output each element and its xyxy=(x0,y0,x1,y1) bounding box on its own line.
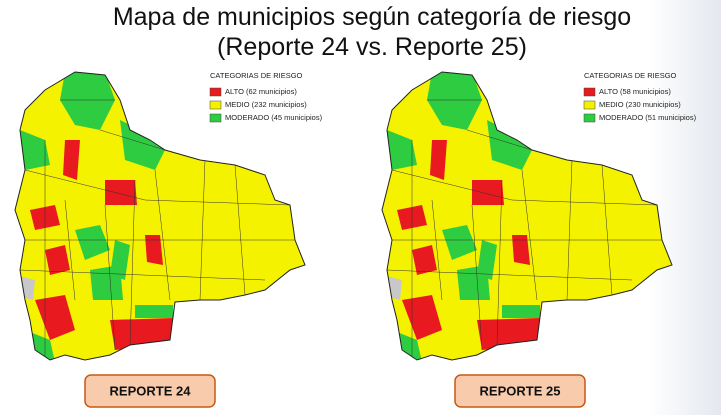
legend-swatch xyxy=(209,113,222,123)
legend-swatch xyxy=(583,87,596,97)
report-label-box xyxy=(454,374,586,408)
legend-swatch xyxy=(583,113,596,123)
report-label-box xyxy=(84,374,216,408)
legend-label: MEDIO (230 municipios) xyxy=(599,100,681,109)
report-label: REPORTE 24 xyxy=(110,383,192,398)
legend-swatch xyxy=(209,87,222,97)
report-label: REPORTE 25 xyxy=(480,383,561,398)
legend-label: ALTO (58 municipios) xyxy=(599,87,671,96)
title-line: Mapa de municipios según categoría de ri… xyxy=(113,3,631,31)
legend-label: MODERADO (45 municipios) xyxy=(225,113,323,122)
legend-label: ALTO (62 municipios) xyxy=(225,87,297,96)
title-line: (Reporte 24 vs. Reporte 25) xyxy=(217,33,527,61)
legend-title: CATEGORIAS DE RIESGO xyxy=(210,71,303,80)
legend-label: MODERADO (51 municipios) xyxy=(599,113,697,122)
legend-swatch xyxy=(583,100,596,110)
legend-swatch xyxy=(209,100,222,110)
legend-label: MEDIO (232 municipios) xyxy=(225,100,307,109)
legend-title: CATEGORIAS DE RIESGO xyxy=(584,71,677,80)
